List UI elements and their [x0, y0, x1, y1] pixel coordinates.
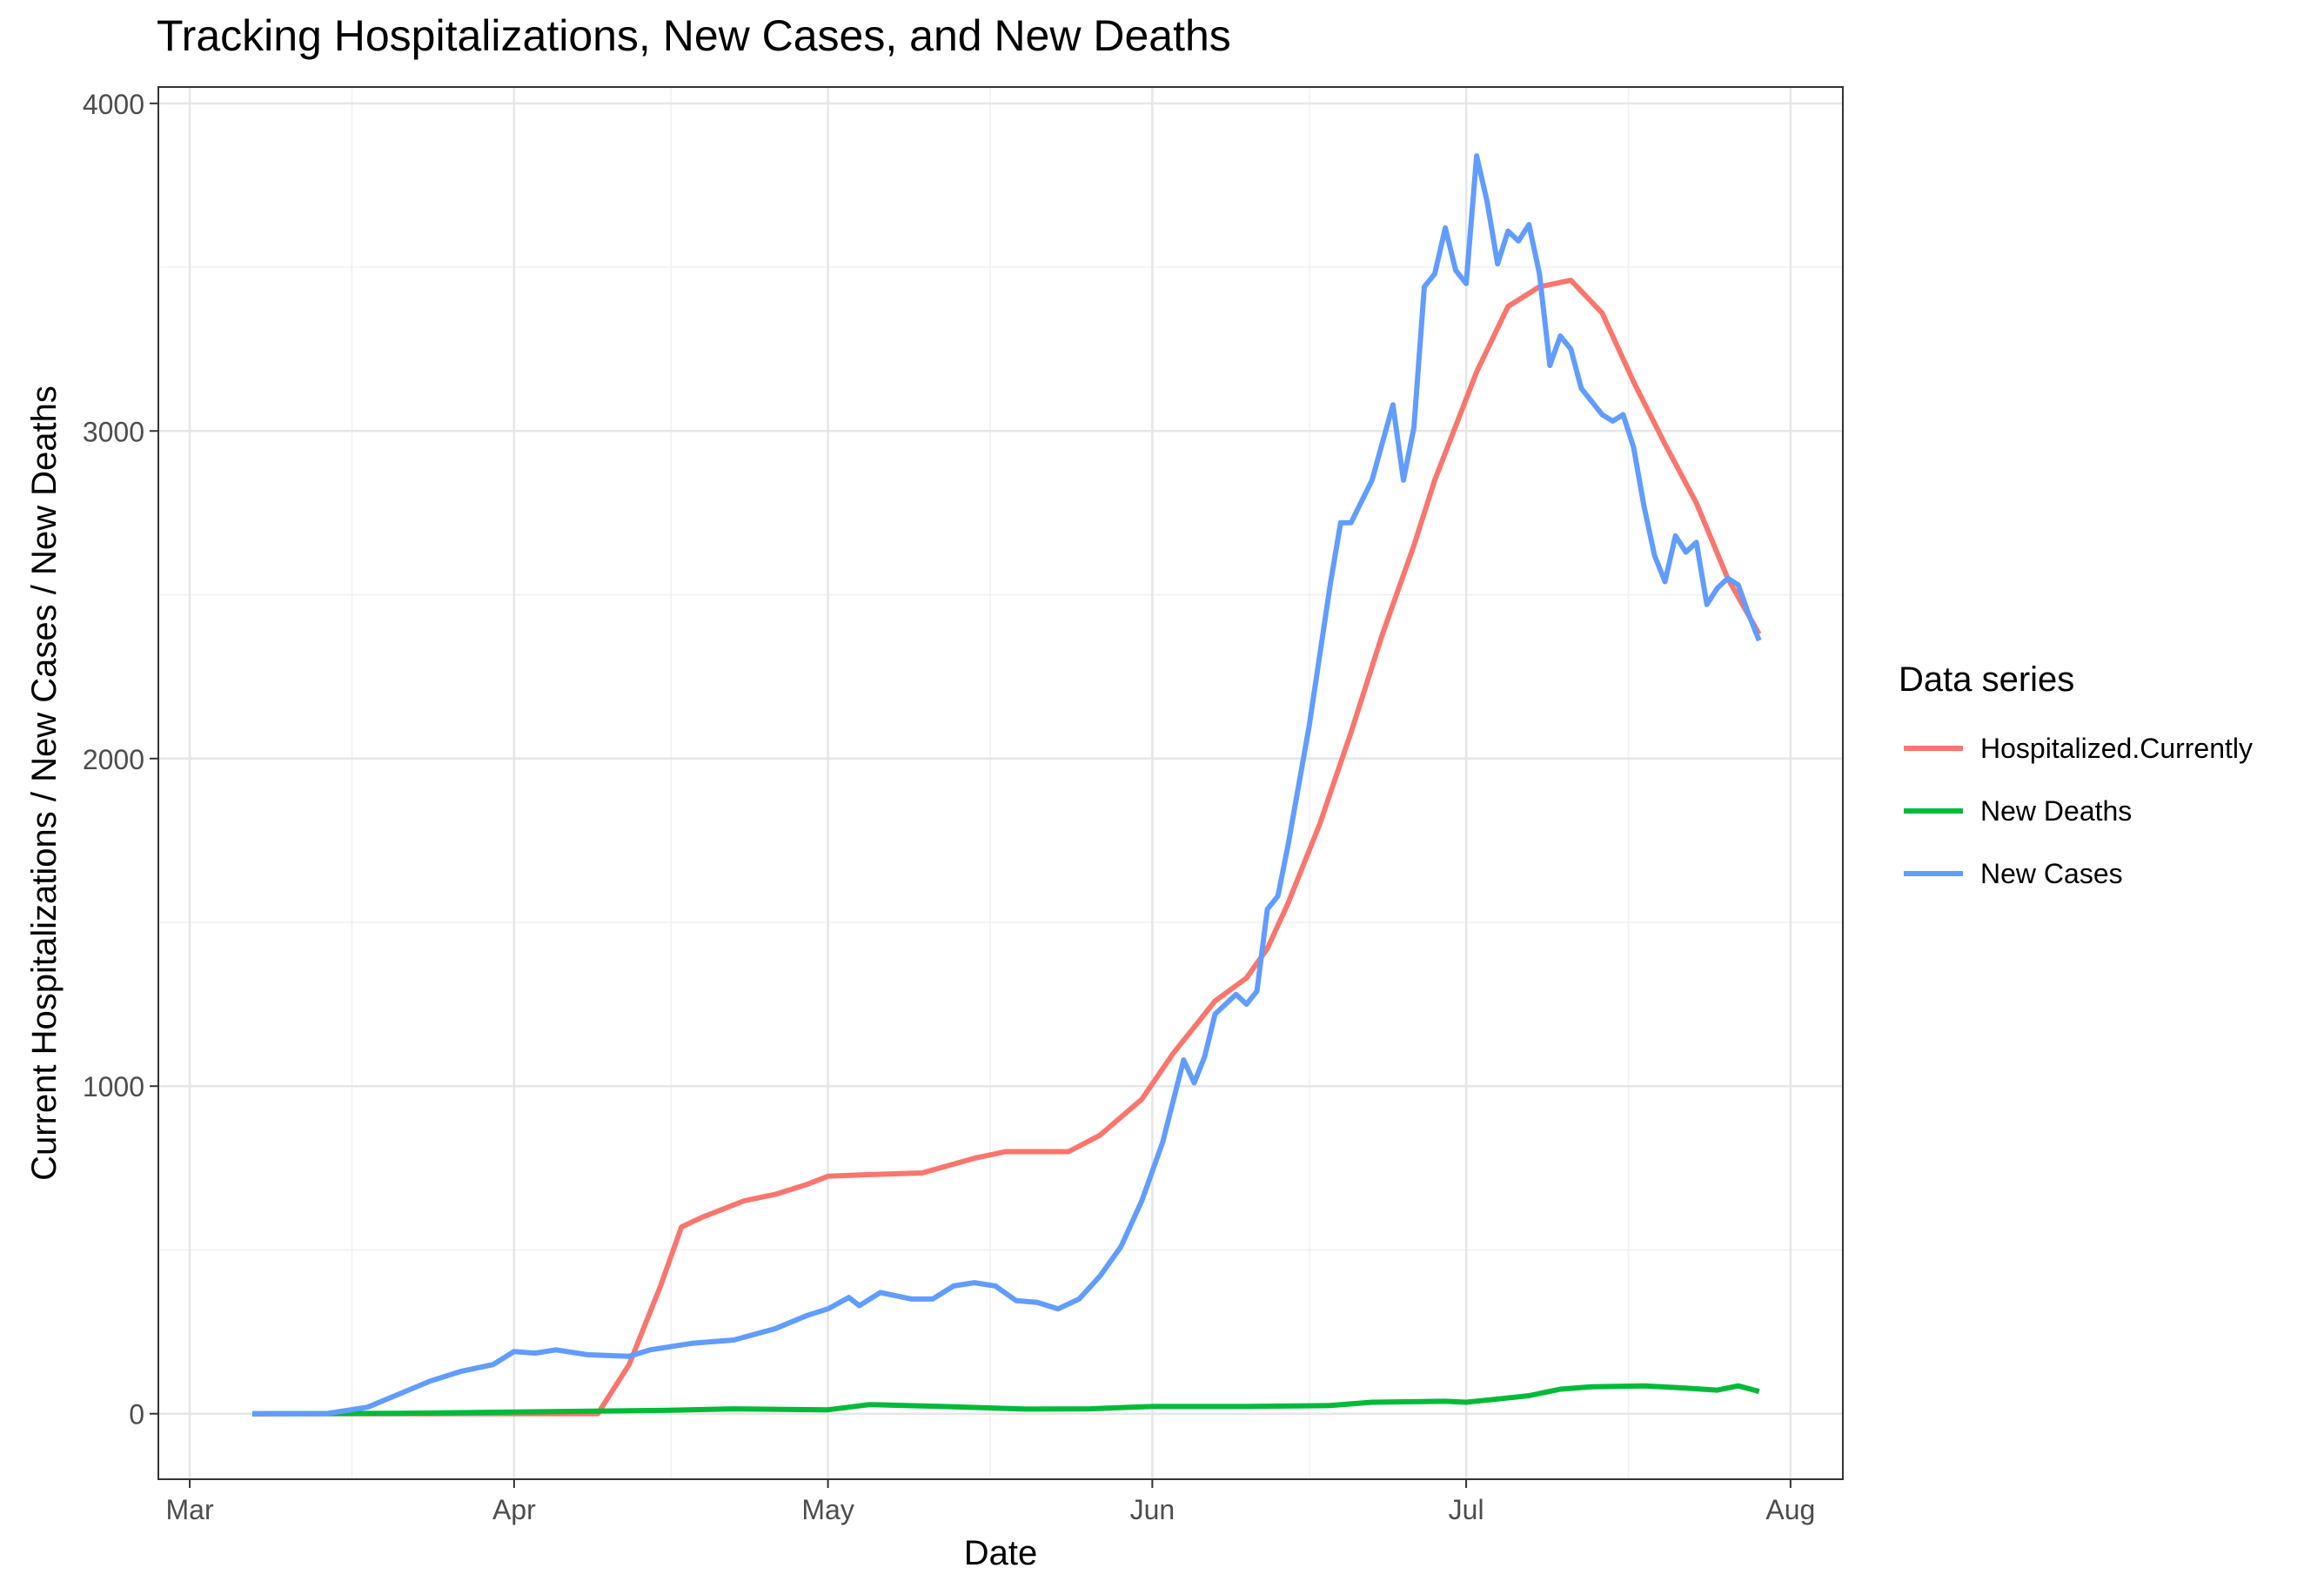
x-tick-label: May — [801, 1494, 854, 1525]
x-tick-label: Aug — [1765, 1494, 1815, 1525]
legend-items: Hospitalized.Currently New Deaths New Case… — [1904, 733, 2253, 889]
x-tick-label: Jul — [1449, 1494, 1484, 1525]
y-tick-label: 4000 — [83, 89, 144, 120]
y-tick-label: 1000 — [83, 1071, 144, 1102]
plot-panel — [158, 87, 1843, 1479]
x-axis-title: Date — [964, 1534, 1038, 1572]
x-tick-label: Jun — [1130, 1494, 1175, 1525]
legend-label-new-deaths: New Deaths — [1980, 795, 2132, 827]
series-line-new-deaths — [252, 1383, 1760, 1417]
y-tick-label: 2000 — [83, 744, 144, 775]
y-tick-label: 3000 — [83, 416, 144, 447]
grid-lines — [158, 87, 1843, 1479]
series-lines — [252, 153, 1762, 1417]
legend: Data series Hospitalized.Currently New De… — [1899, 660, 2253, 889]
panel-background — [158, 87, 1843, 1479]
x-tick-label: Apr — [492, 1494, 536, 1525]
axes: 0 1000 2000 3000 4000 Mar Apr May Jun Jul Aug — [83, 89, 1816, 1525]
x-tick-label: Mar — [166, 1494, 214, 1525]
legend-label-new-cases: New Cases — [1980, 858, 2123, 889]
panel-border — [157, 86, 1844, 1480]
y-axis-title: Current Hospitalizations / New Cases / N… — [25, 385, 64, 1181]
y-tick-label: 0 — [129, 1399, 144, 1431]
chart-title: Tracking Hospitalizations, New Cases, an… — [157, 11, 1231, 60]
legend-label-hospitalized-currently: Hospitalized.Currently — [1980, 733, 2253, 764]
legend-title: Data series — [1899, 660, 2074, 699]
series-line-hospitalized-currently — [252, 278, 1762, 1417]
series-line-new-cases — [252, 153, 1762, 1417]
